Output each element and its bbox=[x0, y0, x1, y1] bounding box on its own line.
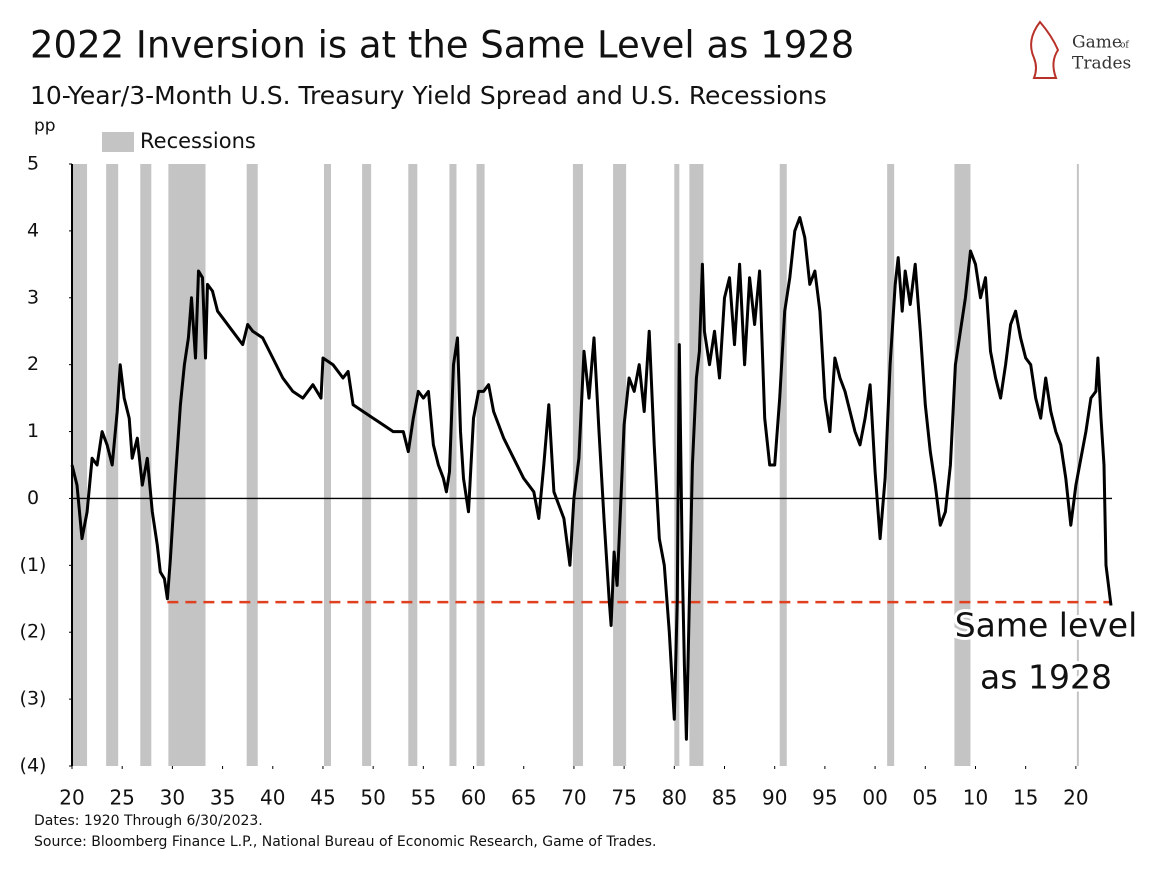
recession-band bbox=[449, 164, 457, 766]
note: Source: Bloomberg Finance L.P., National… bbox=[34, 834, 656, 850]
x-tick-label: 00 bbox=[862, 786, 887, 810]
recession-band bbox=[476, 164, 485, 766]
logo-text: Trades bbox=[1072, 54, 1131, 74]
recession-band bbox=[362, 164, 372, 766]
recession-band bbox=[408, 164, 418, 766]
y-tick-label: 2 bbox=[27, 353, 39, 375]
recession-band bbox=[246, 164, 258, 766]
y-tick-label: 4 bbox=[27, 219, 39, 241]
x-tick-label: 85 bbox=[712, 786, 737, 810]
y-tick-label: 0 bbox=[27, 487, 39, 509]
recession-band bbox=[1076, 164, 1079, 766]
x-tick-label: 20 bbox=[1063, 786, 1088, 810]
x-tick-label: 55 bbox=[411, 786, 436, 810]
recession-band bbox=[779, 164, 787, 766]
y-tick-label: (3) bbox=[20, 688, 47, 710]
legend-label: Recessions bbox=[140, 129, 256, 153]
recession-band bbox=[72, 164, 88, 766]
logo-text: of bbox=[1120, 41, 1129, 51]
recession-band bbox=[954, 164, 971, 766]
recession-band bbox=[613, 164, 627, 766]
x-tick-label: 90 bbox=[762, 786, 787, 810]
legend-swatch bbox=[102, 132, 134, 152]
recession-band bbox=[674, 164, 680, 766]
recession-band bbox=[323, 164, 331, 766]
x-tick-label: 60 bbox=[461, 786, 486, 810]
logo: Game of Trades bbox=[1030, 20, 1131, 79]
note: Dates: 1920 Through 6/30/2023. bbox=[34, 813, 263, 829]
x-tick-label: 15 bbox=[1013, 786, 1038, 810]
y-tick-label: (1) bbox=[20, 554, 47, 576]
x-tick-label: 65 bbox=[511, 786, 536, 810]
recession-band bbox=[168, 164, 206, 766]
y-tick-label: 1 bbox=[27, 420, 39, 442]
y-tick-label: 5 bbox=[27, 153, 39, 175]
chart-title: 2022 Inversion is at the Same Level as 1… bbox=[30, 24, 854, 67]
x-tick-label: 95 bbox=[812, 786, 837, 810]
x-tick-label: 70 bbox=[561, 786, 586, 810]
x-tick-label: 45 bbox=[310, 786, 335, 810]
annotation: as 1928 bbox=[980, 658, 1112, 697]
series-line bbox=[70, 216, 1113, 741]
recession-band bbox=[887, 164, 895, 766]
x-tick-label: 50 bbox=[360, 786, 385, 810]
x-tick-label: 05 bbox=[913, 786, 938, 810]
y-axis-label: pp bbox=[34, 116, 56, 136]
y-tick-label: (4) bbox=[20, 755, 47, 777]
logo-icon bbox=[1030, 20, 1060, 79]
annotation: Same level bbox=[955, 606, 1138, 645]
x-tick-label: 75 bbox=[611, 786, 636, 810]
chart-subtitle: 10-Year/3-Month U.S. Treasury Yield Spre… bbox=[30, 81, 827, 110]
x-tick-label: 35 bbox=[210, 786, 235, 810]
x-tick-label: 80 bbox=[662, 786, 687, 810]
x-tick-label: 30 bbox=[160, 786, 185, 810]
x-tick-label: 40 bbox=[260, 786, 285, 810]
y-tick-label: (2) bbox=[20, 621, 47, 643]
x-tick-label: 10 bbox=[963, 786, 988, 810]
x-tick-label: 20 bbox=[59, 786, 84, 810]
x-tick-label: 25 bbox=[109, 786, 134, 810]
logo-text: Game bbox=[1072, 33, 1122, 53]
y-tick-label: 3 bbox=[27, 286, 39, 308]
